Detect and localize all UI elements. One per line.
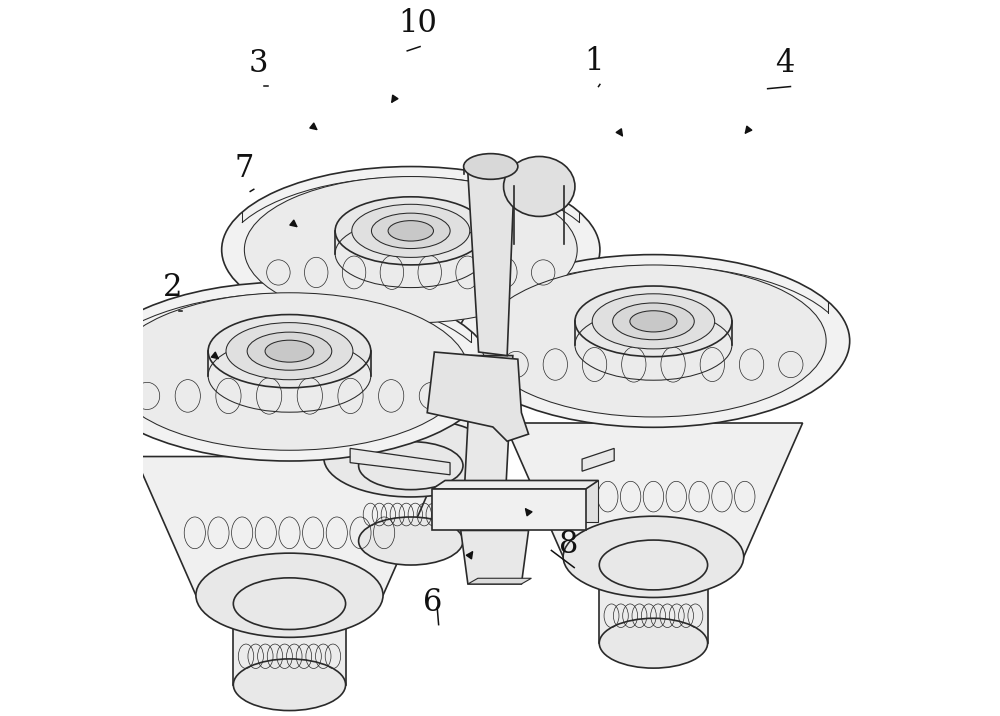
Ellipse shape: [196, 553, 383, 637]
Ellipse shape: [233, 659, 346, 710]
Text: 4: 4: [775, 49, 794, 79]
Polygon shape: [461, 531, 529, 584]
Ellipse shape: [504, 157, 575, 216]
Ellipse shape: [457, 255, 850, 427]
Polygon shape: [468, 173, 514, 356]
Ellipse shape: [359, 442, 463, 490]
Polygon shape: [432, 489, 586, 531]
Text: 8: 8: [559, 529, 578, 561]
Ellipse shape: [324, 419, 498, 497]
Ellipse shape: [110, 293, 468, 450]
Ellipse shape: [371, 213, 450, 248]
Polygon shape: [427, 352, 529, 441]
Text: 2: 2: [163, 273, 183, 304]
Text: 1: 1: [584, 47, 604, 77]
Ellipse shape: [563, 516, 744, 597]
Polygon shape: [468, 579, 531, 584]
Ellipse shape: [481, 265, 826, 417]
Ellipse shape: [86, 282, 493, 461]
Polygon shape: [135, 457, 444, 595]
Polygon shape: [359, 465, 463, 541]
Polygon shape: [432, 480, 598, 489]
Polygon shape: [599, 565, 708, 643]
Text: 7: 7: [235, 153, 254, 184]
Ellipse shape: [613, 303, 694, 339]
Ellipse shape: [208, 314, 371, 388]
Ellipse shape: [464, 154, 518, 179]
Ellipse shape: [247, 332, 332, 370]
Polygon shape: [267, 329, 555, 458]
Ellipse shape: [335, 197, 486, 265]
Ellipse shape: [352, 204, 470, 257]
Ellipse shape: [599, 540, 708, 590]
Ellipse shape: [592, 294, 715, 349]
Polygon shape: [445, 480, 598, 522]
Text: 10: 10: [399, 9, 438, 39]
Ellipse shape: [265, 340, 314, 362]
Polygon shape: [233, 604, 346, 684]
Polygon shape: [350, 448, 450, 475]
Polygon shape: [504, 423, 803, 557]
Ellipse shape: [233, 578, 346, 629]
Polygon shape: [582, 448, 614, 471]
Ellipse shape: [244, 177, 577, 323]
Ellipse shape: [575, 286, 732, 357]
Ellipse shape: [630, 311, 677, 332]
Ellipse shape: [359, 517, 463, 565]
Text: 3: 3: [249, 48, 268, 79]
Ellipse shape: [599, 619, 708, 668]
Ellipse shape: [226, 323, 353, 379]
Text: 6: 6: [423, 586, 442, 617]
Polygon shape: [464, 356, 513, 491]
Ellipse shape: [222, 167, 600, 333]
Ellipse shape: [388, 221, 433, 241]
